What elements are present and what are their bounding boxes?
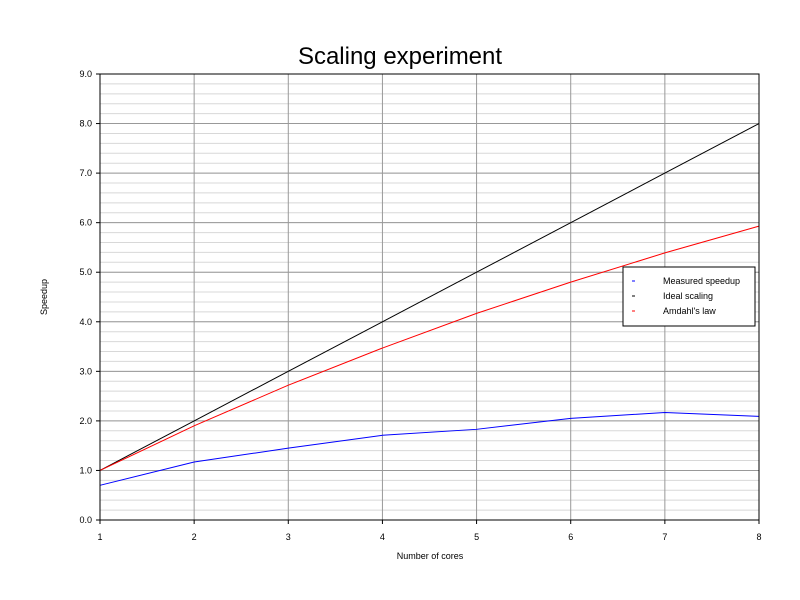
y-axis-label: Speedup [39, 279, 49, 315]
legend-label: Ideal scaling [663, 291, 713, 301]
y-tick-label: 3.0 [79, 366, 92, 376]
legend: Measured speedup Ideal scaling Amdahl's la… [622, 266, 756, 327]
series-line-2 [99, 225, 760, 471]
axis-ticks: 0.0 1.0 2.0 3.0 4.0 5.0 6.0 7.0 8.0 9.0 1 2 3 4 5 6 7 8 [79, 69, 761, 542]
y-tick-label: 1.0 [79, 465, 92, 475]
plot-area-frame [99, 73, 760, 521]
legend-label: Measured speedup [663, 276, 740, 286]
y-tick-label: 7.0 [79, 168, 92, 178]
y-tick-label: 9.0 [79, 69, 92, 79]
y-tick-label: 2.0 [79, 416, 92, 426]
x-tick-label: 4 [380, 532, 385, 542]
y-tick-label: 4.0 [79, 317, 92, 327]
x-tick-label: 6 [568, 532, 573, 542]
chart-title: Scaling experiment [298, 43, 502, 70]
legend-label: Amdahl's law [663, 306, 716, 316]
x-tick-label: 5 [474, 532, 479, 542]
series-lines [99, 123, 760, 486]
series-line-1 [99, 123, 760, 471]
y-tick-label: 6.0 [79, 218, 92, 228]
series-line-0 [99, 411, 760, 486]
x-axis-label: Number of cores [397, 551, 464, 561]
legend-box [622, 266, 756, 327]
x-tick-label: 3 [286, 532, 291, 542]
x-tick-label: 7 [662, 532, 667, 542]
x-tick-label: 2 [192, 532, 197, 542]
y-tick-label: 0.0 [79, 515, 92, 525]
x-tick-label: 8 [756, 532, 761, 542]
y-tick-label: 8.0 [79, 119, 92, 129]
y-tick-label: 5.0 [79, 267, 92, 277]
x-tick-label: 1 [97, 532, 102, 542]
